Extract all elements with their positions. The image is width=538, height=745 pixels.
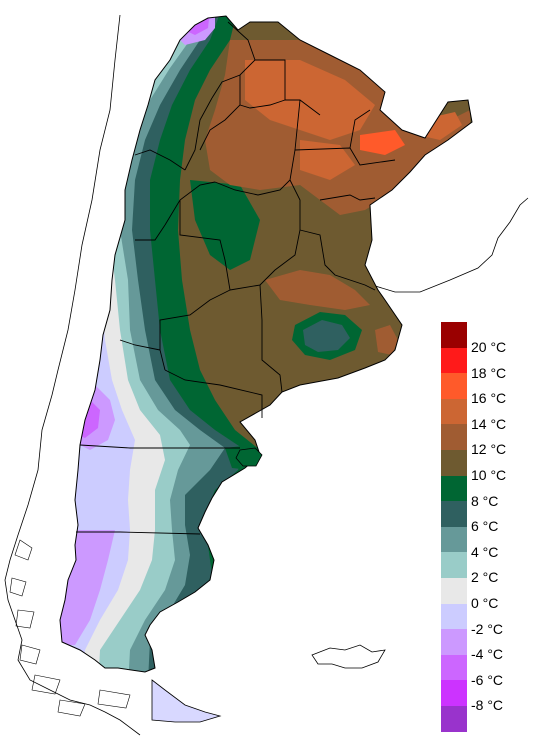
legend-swatch (441, 603, 467, 630)
legend-label: -6 °C (471, 671, 504, 688)
legend-swatch (441, 654, 467, 681)
chile-islands (9, 539, 131, 717)
legend-label: 2 °C (471, 569, 499, 586)
legend-item: -4 °C (441, 629, 531, 662)
legend-label: 10 °C (471, 466, 507, 483)
legend-label: 6 °C (471, 518, 499, 535)
legend-item (441, 705, 531, 732)
temperature-legend: 20 °C 18 °C 16 °C 14 °C 12 °C 10 °C 8 °C 6 °C 4 … (441, 322, 531, 732)
legend-item: 4 °C (441, 526, 531, 560)
legend-item: 14 °C (441, 398, 531, 432)
legend-item: 10 °C (441, 449, 531, 483)
province-borders (76, 21, 396, 535)
legend-swatch (441, 501, 467, 527)
legend-label: -8 °C (471, 697, 504, 714)
legend-swatch (441, 552, 467, 578)
tierra-del-fuego (151, 679, 222, 723)
legend-swatch (441, 373, 467, 399)
legend-swatch (441, 322, 467, 348)
legend-swatch (441, 475, 467, 502)
argentina-border (59, 15, 473, 673)
legend-swatch (441, 629, 467, 655)
legend-item: 12 °C (441, 424, 531, 457)
legend-label: 12 °C (471, 441, 507, 458)
legend-label: 4 °C (471, 543, 499, 560)
legend-item: 0 °C (441, 577, 531, 611)
legend-swatch (441, 398, 467, 425)
legend-label: 8 °C (471, 492, 499, 509)
legend-swatch (441, 449, 467, 476)
legend-label: -2 °C (471, 620, 504, 637)
legend-label: 20 °C (471, 339, 507, 355)
chile-coastline (4, 14, 141, 736)
legend-swatch (441, 680, 467, 706)
legend-label: -4 °C (471, 646, 504, 663)
legend-label: 18 °C (471, 364, 507, 381)
uruguay-coast (371, 197, 529, 293)
legend-swatch (441, 526, 467, 553)
legend-item: -8 °C (441, 680, 531, 713)
legend-item: 8 °C (441, 475, 531, 509)
legend-item: -2 °C (441, 603, 531, 637)
legend-item: 2 °C (441, 552, 531, 585)
legend-label: 0 °C (471, 594, 499, 611)
legend-label: 16 °C (471, 390, 507, 407)
legend-item: 6 °C (441, 501, 531, 534)
legend-swatch (441, 577, 467, 604)
legend-item: -6 °C (441, 654, 531, 688)
legend-swatch (441, 424, 467, 450)
falkland-islands (311, 644, 386, 669)
legend-item: 20 °C (441, 322, 531, 355)
valdes-peninsula (235, 447, 263, 467)
legend-item: 18 °C (441, 347, 531, 381)
legend-swatch (441, 347, 467, 374)
legend-swatch (441, 705, 467, 732)
legend-label: 14 °C (471, 415, 507, 432)
legend-item: 16 °C (441, 373, 531, 406)
